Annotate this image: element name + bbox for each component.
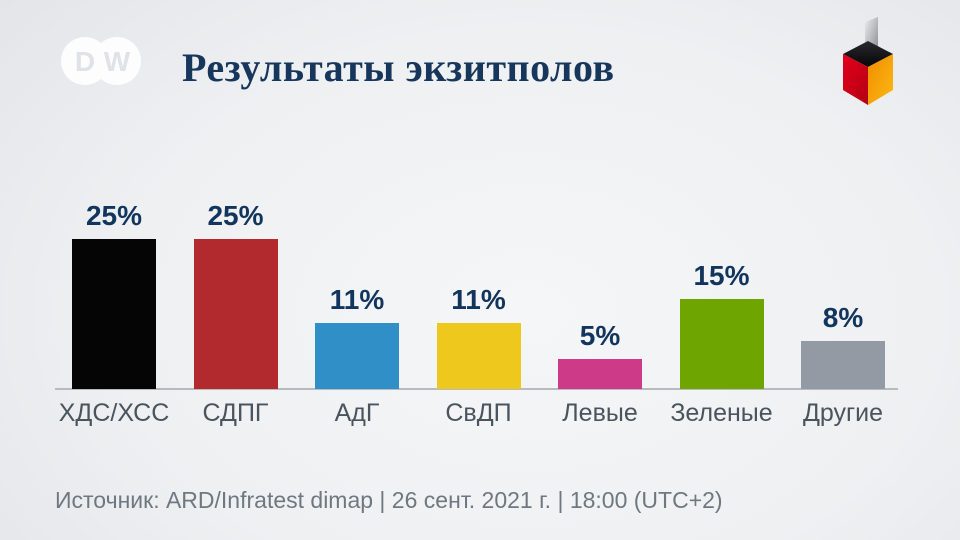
bar <box>193 239 278 389</box>
bar <box>679 299 764 389</box>
axis-line <box>55 388 898 390</box>
value-label: 11% <box>451 284 506 315</box>
dw-logo: D W <box>60 36 142 91</box>
bar <box>72 239 156 389</box>
page-title: Результаты экзитполов <box>182 45 615 90</box>
source-text: Источник: ARD/Infratest dimap | 26 сент.… <box>55 487 723 513</box>
svg-text:W: W <box>104 46 131 77</box>
value-label: 15% <box>693 260 750 291</box>
category-label: Другие <box>802 399 884 427</box>
category-label: Зеленые <box>670 399 773 427</box>
bar <box>436 323 521 389</box>
value-label: 25% <box>207 200 264 231</box>
value-label: 11% <box>329 284 385 315</box>
category-label: АдГ <box>334 399 380 427</box>
category-label: Левые <box>562 399 638 427</box>
svg-text:D: D <box>75 46 95 77</box>
bar <box>558 359 642 389</box>
value-label: 8% <box>822 302 864 333</box>
category-label: СДПГ <box>202 399 269 427</box>
value-label: 25% <box>85 200 143 231</box>
category-label: СвДП <box>445 399 512 427</box>
category-label: ХДС/ХСС <box>58 399 170 427</box>
dw-logo-icon: D W <box>61 37 141 85</box>
bar <box>801 341 885 389</box>
bar <box>315 323 399 389</box>
value-label: 5% <box>579 320 621 351</box>
ballot-box-icon <box>834 14 902 113</box>
